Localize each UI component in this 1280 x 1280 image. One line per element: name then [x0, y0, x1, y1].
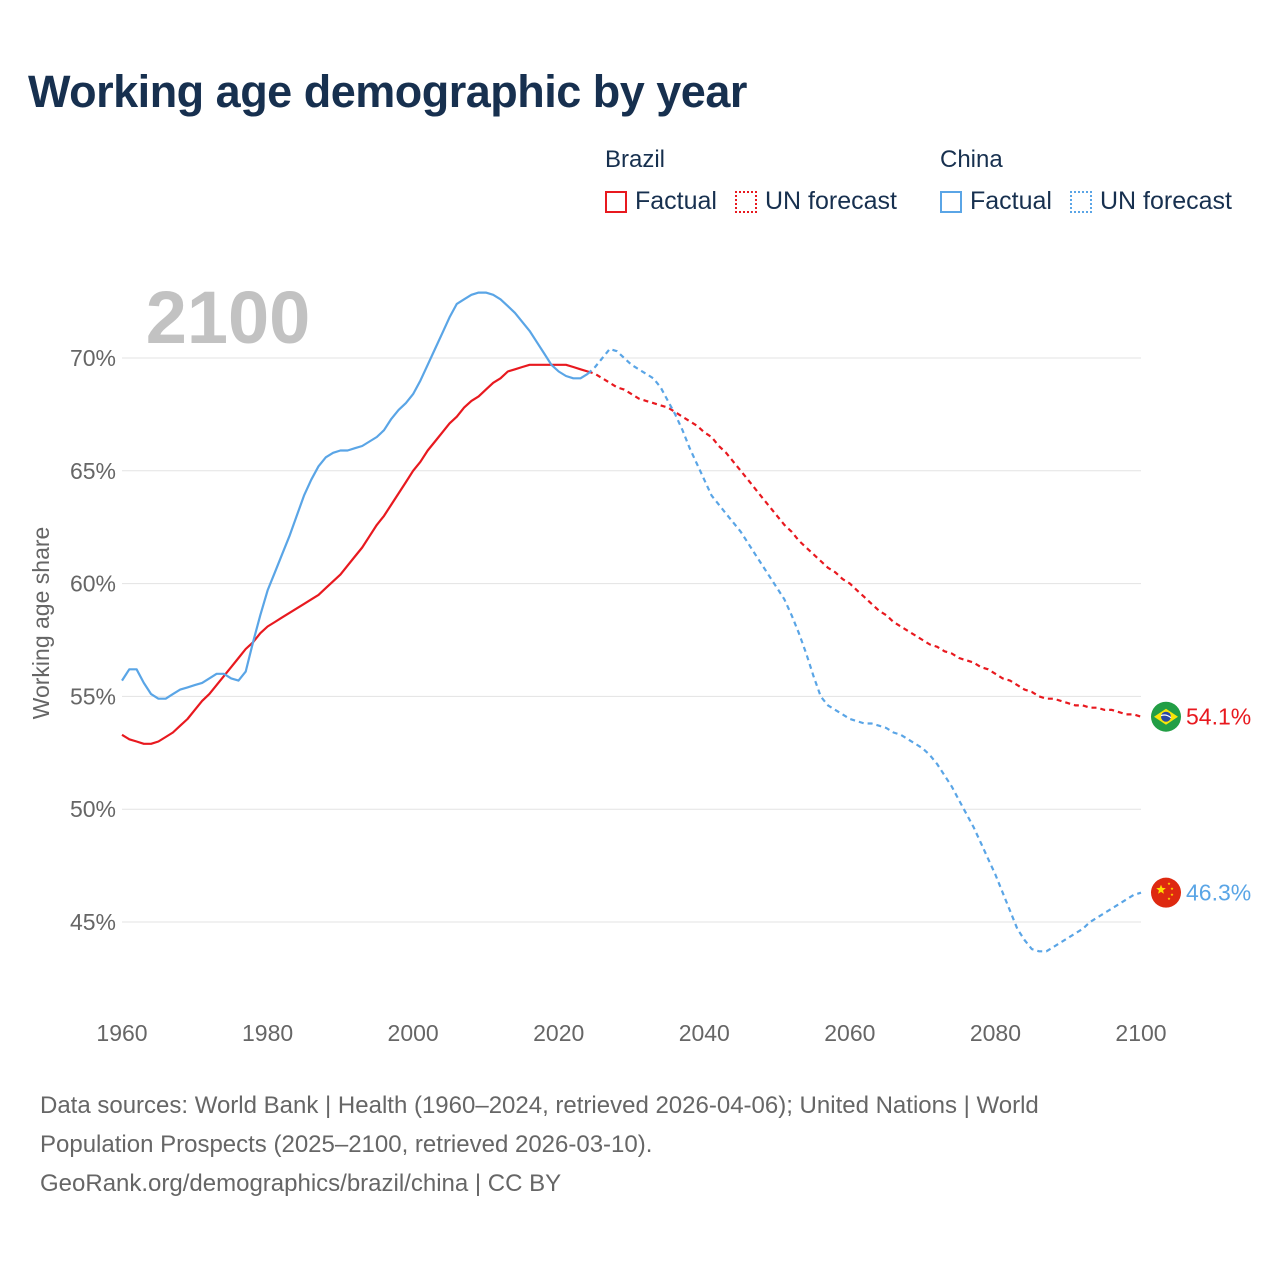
page-title: Working age demographic by year — [28, 66, 747, 117]
source-line: Data sources: World Bank | Health (1960–… — [40, 1092, 1039, 1119]
y-tick-label: 70% — [70, 345, 116, 371]
y-axis-label: Working age share — [28, 527, 54, 720]
china-factual-line — [121, 291, 589, 700]
legend-item-brazil-factual[interactable]: Factual — [605, 187, 717, 216]
x-tick-label: 2020 — [533, 1020, 584, 1046]
data-sources: Data sources: World Bank | Health (1960–… — [40, 1086, 1190, 1203]
y-tick-label: 65% — [70, 458, 116, 484]
dotted-swatch-icon — [1069, 190, 1092, 213]
x-tick-label: 2000 — [388, 1020, 439, 1046]
legend-item-china-factual[interactable]: Factual — [940, 187, 1052, 216]
brazil-forecast-line — [587, 370, 1142, 718]
brazil-flag-icon — [1151, 701, 1181, 732]
legend-group-china: China Factual UN forecast — [940, 145, 1250, 216]
brazil-factual-line — [121, 363, 589, 745]
source-line: Population Prospects (2025–2100, retriev… — [40, 1131, 653, 1158]
legend-label: UN forecast — [764, 187, 897, 215]
line-chart: 2100 45% 50% 55% 60% 65% 70% 1960 1980 2000 2020 20… — [28, 276, 1251, 1046]
dotted-swatch-icon — [734, 190, 757, 213]
y-tick-label: 55% — [70, 683, 116, 709]
x-tick-label: 1980 — [242, 1020, 293, 1046]
legend-label: Factual — [970, 187, 1052, 215]
x-tick-label: 2080 — [970, 1020, 1021, 1046]
y-tick-label: 50% — [70, 796, 116, 822]
y-tick-label: 60% — [70, 571, 116, 597]
legend-item-brazil-forecast[interactable]: UN forecast — [734, 187, 897, 216]
legend-label: Factual — [635, 187, 717, 215]
brazil-end-label: 54.1% — [1186, 704, 1251, 730]
legend-group-brazil: Brazil Factual UN forecast — [605, 145, 915, 216]
x-tick-label: 2040 — [679, 1020, 730, 1046]
x-tick-label: 2060 — [824, 1020, 875, 1046]
x-tick-label: 2100 — [1115, 1020, 1166, 1046]
y-tick-label: 45% — [70, 909, 116, 935]
solid-swatch-icon — [605, 190, 627, 213]
china-flag-icon — [1151, 877, 1181, 908]
source-link[interactable]: GeoRank.org/demographics/brazil/china | … — [40, 1170, 562, 1197]
china-forecast-line — [587, 347, 1142, 953]
x-tick-label: 1960 — [96, 1020, 147, 1046]
year-watermark: 2100 — [146, 276, 311, 359]
solid-swatch-icon — [940, 190, 962, 213]
legend-label: UN forecast — [1099, 187, 1232, 215]
legend-group-title: Brazil — [605, 146, 666, 173]
legend-group-title: China — [940, 146, 1003, 173]
china-end-label: 46.3% — [1186, 880, 1251, 906]
legend-item-china-forecast[interactable]: UN forecast — [1069, 187, 1232, 216]
